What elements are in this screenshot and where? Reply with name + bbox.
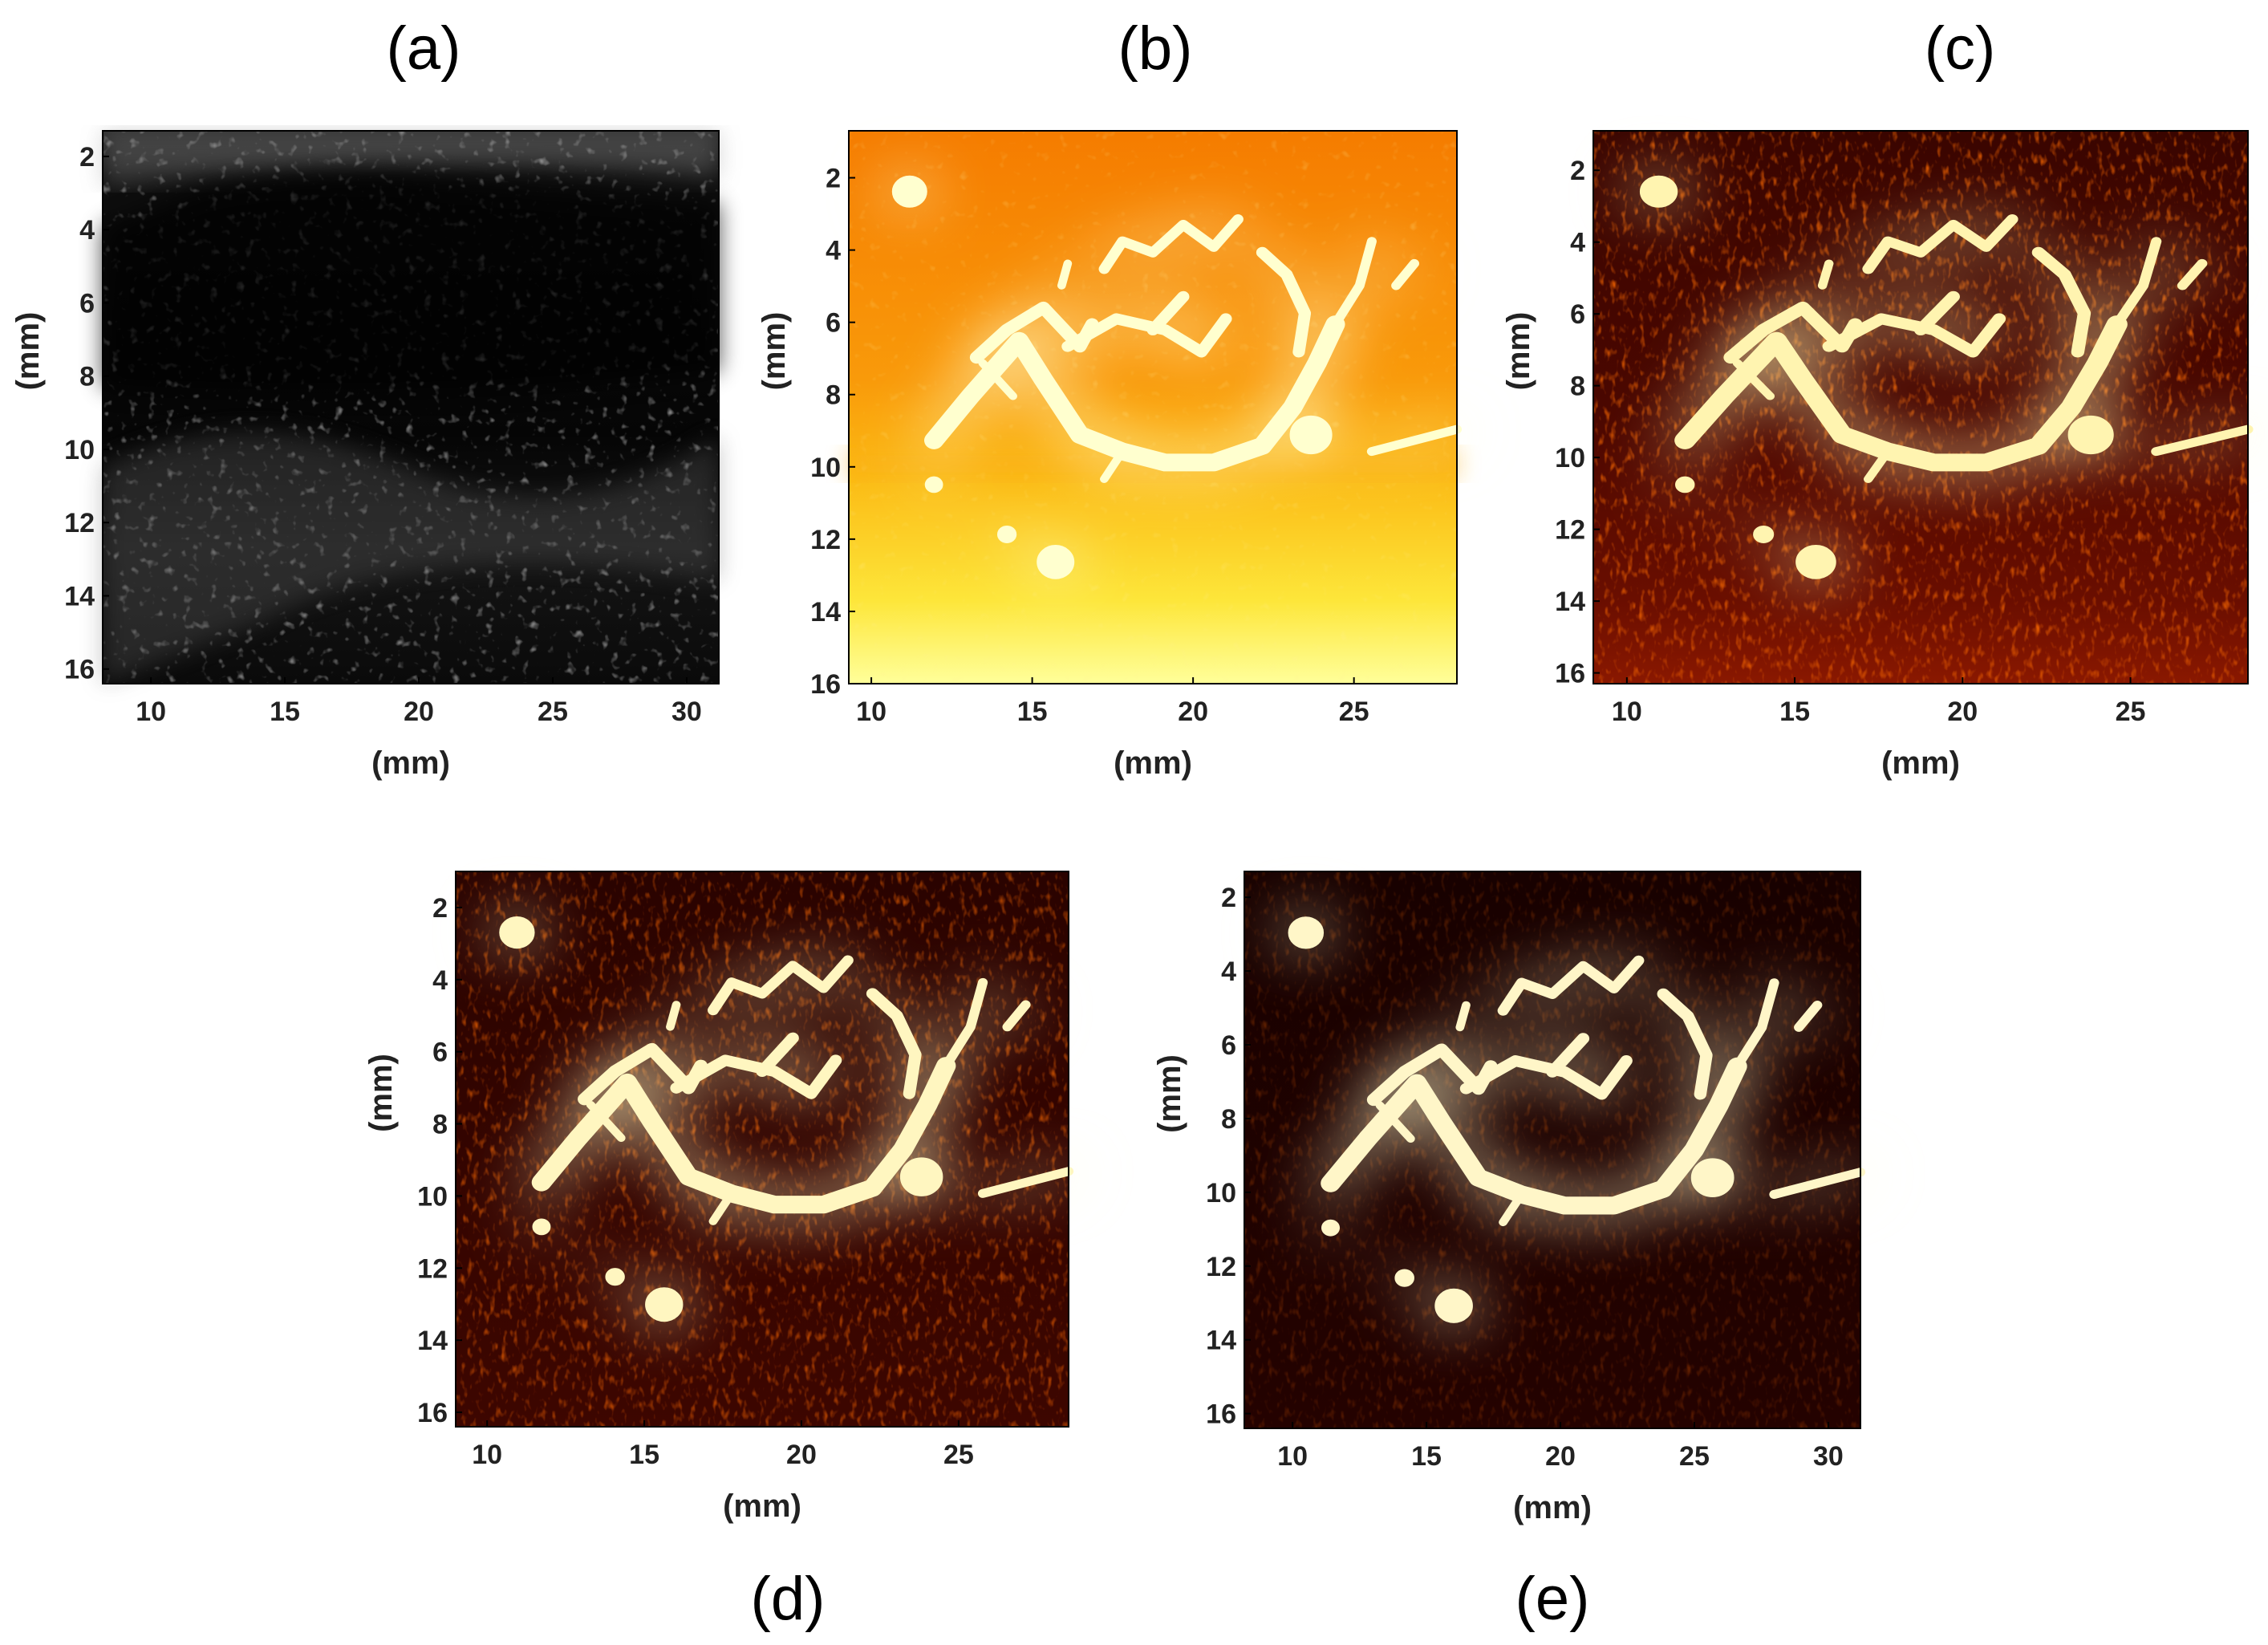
y-tick-label: 16 xyxy=(1555,659,1585,689)
x-axis-label: (mm) xyxy=(723,1489,801,1524)
x-tick-label: 10 xyxy=(1277,1441,1308,1472)
x-tick-label: 10 xyxy=(136,697,166,727)
y-tick-label: 8 xyxy=(1570,372,1585,402)
y-tick-label: 8 xyxy=(432,1110,448,1140)
panel-b: (b) 10 15 20 25 2 4 6 8 10 12 14 16 (mm) (mm) xyxy=(757,14,1457,781)
y-tick-label: 6 xyxy=(826,308,841,339)
panel-c: (c) 10 15 20 25 2 4 6 8 10 12 14 16 (mm) (mm) xyxy=(1501,14,2248,781)
x-tick-label: 25 xyxy=(2116,697,2146,727)
y-tick-label: 8 xyxy=(1221,1104,1236,1135)
x-tick-label: 15 xyxy=(1017,697,1048,727)
y-tick-label: 12 xyxy=(64,508,95,538)
y-tick-label: 12 xyxy=(810,525,841,555)
x-tick-label: 15 xyxy=(270,697,300,727)
x-axis-label: (mm) xyxy=(1114,745,1192,781)
y-tick-label: 14 xyxy=(1555,587,1585,617)
panel-d: (d) 10 15 20 25 2 4 6 8 10 12 14 16 (mm) (mm) xyxy=(363,871,1069,1633)
y-tick-label: 8 xyxy=(826,380,841,411)
x-tick-label: 15 xyxy=(1779,697,1810,727)
x-axis-label: (mm) xyxy=(371,745,450,781)
x-tick-label: 10 xyxy=(472,1440,502,1470)
panel-d-label: (d) xyxy=(751,1565,826,1633)
x-tick-label: 25 xyxy=(1679,1441,1710,1472)
y-tick-label: 6 xyxy=(432,1038,448,1068)
x-tick-label: 10 xyxy=(1612,697,1642,727)
x-tick-label: 20 xyxy=(404,697,434,727)
y-tick-label: 16 xyxy=(1206,1399,1236,1430)
y-tick-label: 10 xyxy=(810,453,841,483)
y-axis-label: (mm) xyxy=(363,1054,399,1132)
y-tick-label: 2 xyxy=(826,164,841,194)
y-axis-label: (mm) xyxy=(1152,1054,1187,1133)
x-tick-label: 10 xyxy=(856,697,887,727)
y-tick-label: 12 xyxy=(1555,515,1585,546)
y-tick-label: 2 xyxy=(432,893,448,924)
y-axis-label: (mm) xyxy=(757,312,792,391)
panel-a: (a) 10 15 20 25 30 2 4 6 8 10 12 14 16 (mm) (mm) xyxy=(10,14,720,781)
y-tick-label: 16 xyxy=(417,1398,448,1428)
y-tick-label: 4 xyxy=(1570,228,1585,258)
panel-c-label: (c) xyxy=(1925,14,1996,83)
x-tick-label: 25 xyxy=(943,1440,974,1470)
y-tick-label: 14 xyxy=(1206,1326,1236,1356)
y-tick-label: 14 xyxy=(810,597,841,628)
y-tick-label: 6 xyxy=(1221,1030,1236,1061)
panel-a-label: (a) xyxy=(387,14,461,83)
y-tick-label: 12 xyxy=(1206,1252,1236,1282)
y-tick-label: 2 xyxy=(79,142,95,173)
y-tick-label: 14 xyxy=(64,581,95,611)
y-tick-label: 14 xyxy=(417,1326,448,1356)
x-tick-label: 20 xyxy=(1178,697,1208,727)
y-tick-label: 16 xyxy=(810,669,841,700)
x-axis-label: (mm) xyxy=(1881,745,1960,781)
y-axis-label: (mm) xyxy=(1501,312,1536,391)
y-tick-label: 10 xyxy=(64,435,95,465)
y-tick-label: 4 xyxy=(432,965,448,996)
y-tick-label: 4 xyxy=(79,215,95,246)
x-tick-label: 15 xyxy=(629,1440,659,1470)
y-tick-label: 12 xyxy=(417,1253,448,1284)
y-tick-label: 4 xyxy=(826,236,841,266)
y-tick-label: 10 xyxy=(417,1181,448,1212)
x-tick-label: 20 xyxy=(786,1440,817,1470)
x-axis-label: (mm) xyxy=(1513,1490,1592,1525)
x-tick-label: 20 xyxy=(1947,697,1978,727)
x-tick-label: 25 xyxy=(538,697,568,727)
y-tick-label: 2 xyxy=(1570,156,1585,186)
y-tick-label: 2 xyxy=(1221,883,1236,913)
y-tick-label: 10 xyxy=(1206,1178,1236,1208)
y-tick-label: 6 xyxy=(79,288,95,319)
panel-b-label: (b) xyxy=(1118,14,1193,83)
y-tick-label: 6 xyxy=(1570,299,1585,330)
panel-e: (e) 10 15 20 25 30 2 4 6 8 10 12 14 16 (mm) (mm) xyxy=(1152,871,1860,1633)
x-tick-label: 30 xyxy=(671,697,702,727)
y-tick-label: 4 xyxy=(1221,957,1236,987)
y-tick-label: 16 xyxy=(64,655,95,685)
y-tick-label: 8 xyxy=(79,362,95,392)
x-tick-label: 30 xyxy=(1813,1441,1844,1472)
x-tick-label: 25 xyxy=(1339,697,1369,727)
panel-e-label: (e) xyxy=(1515,1565,1590,1633)
y-tick-label: 10 xyxy=(1555,443,1585,473)
x-tick-label: 15 xyxy=(1411,1441,1442,1472)
y-axis-label: (mm) xyxy=(10,312,46,391)
x-tick-label: 20 xyxy=(1545,1441,1576,1472)
